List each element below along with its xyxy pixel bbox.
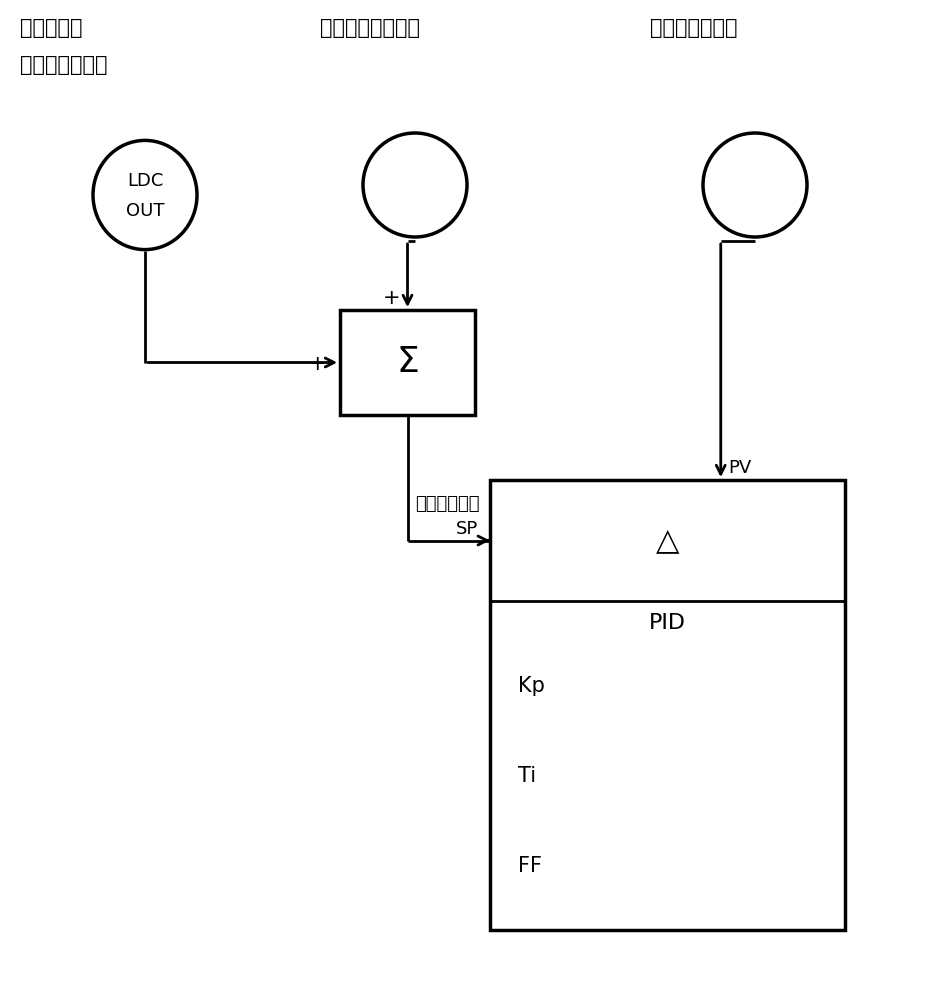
Text: FF: FF [518,856,542,876]
Text: 负荷指令値: 负荷指令値 [20,18,82,38]
Text: +: + [309,355,327,374]
Text: OUT: OUT [126,202,165,220]
Text: Σ: Σ [396,346,419,379]
Bar [490,480,845,930]
Bar [340,310,475,415]
Text: △: △ [656,526,679,555]
Text: Kp: Kp [518,676,545,696]
Text: Ti: Ti [518,766,536,786]
Text: PV: PV [729,459,752,477]
Text: （一次调频前）: （一次调频前） [20,55,107,75]
Text: +: + [383,288,401,308]
Text: SP: SP [456,520,478,538]
Text: PID: PID [649,613,686,633]
Text: LDC: LDC [127,172,163,190]
Text: 一次调频负荷增量: 一次调频负荷增量 [320,18,420,38]
Text: 机组实际功率値: 机组实际功率値 [650,18,737,38]
Text: 机组负荷指令: 机组负荷指令 [415,495,480,514]
